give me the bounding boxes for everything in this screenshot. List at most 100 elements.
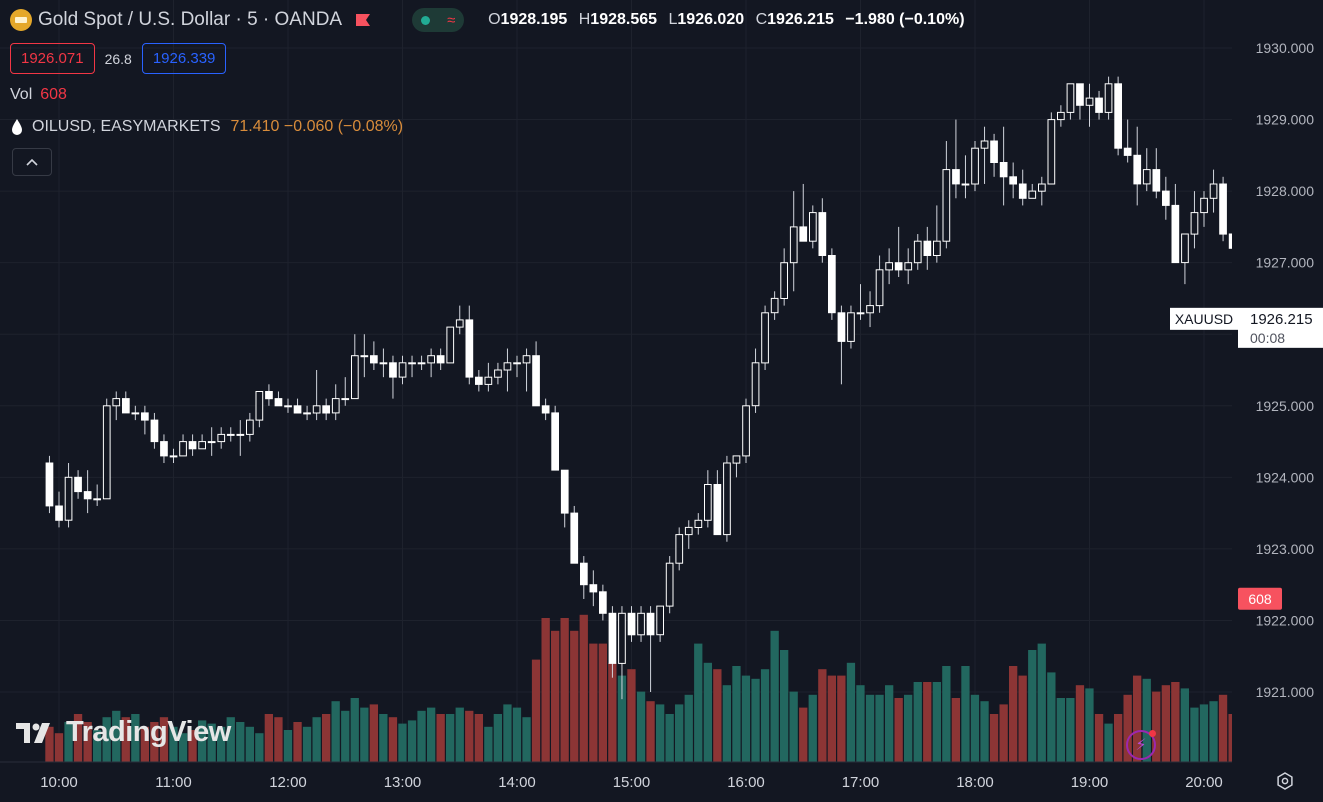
candle-body: [1028, 190, 1037, 199]
volume-bar: [541, 618, 550, 762]
wave-icon: ≈: [447, 11, 456, 29]
volume-bar: [1142, 678, 1151, 762]
volume-bar: [913, 682, 922, 762]
volume-bar: [255, 733, 264, 762]
volume-bar: [942, 666, 951, 762]
candle-body: [1009, 176, 1017, 185]
price-tick-label: 1929.000: [1256, 112, 1315, 128]
volume-bar: [131, 714, 140, 762]
volume-bar: [617, 675, 627, 762]
volume-bar: [760, 669, 770, 762]
time-tick-label: 11:00: [155, 774, 191, 791]
volume-bar: [1133, 675, 1142, 762]
candle-body: [971, 147, 979, 185]
oil-drop-icon: [12, 119, 22, 135]
time-tick-label: 17:00: [842, 774, 880, 791]
ohlc-values: O1928.195 H1928.565 L1926.020 C1926.215 …: [488, 11, 965, 28]
volume-bar: [970, 694, 980, 762]
time-axis[interactable]: 10:00 11:00 12:00 13:00 14:00 15:00 16:00 17:00…: [0, 761, 1232, 802]
candle-body: [465, 319, 474, 378]
compare-value: 71.410 −0.060 (−0.08%): [230, 118, 404, 135]
volume-bar: [1066, 698, 1075, 762]
quote-row: 1926.071 26.8 1926.339: [10, 43, 227, 74]
time-tick-label: 19:00: [1071, 774, 1109, 791]
volume-bar: [589, 643, 598, 762]
sell-button[interactable]: 1926.071: [10, 43, 95, 74]
volume-bar: [713, 669, 722, 762]
price-axis[interactable]: 1921.000 1922.000 1923.000 1924.000 1925.000…: [1232, 0, 1323, 802]
volume-bar: [93, 730, 102, 762]
lightning-icon[interactable]: ⚡: [1126, 730, 1156, 760]
volume-bar: [455, 707, 464, 762]
volume-legend[interactable]: Vol 608: [10, 86, 67, 104]
candle-body: [828, 255, 836, 314]
candle-body: [570, 512, 579, 564]
settings-icon[interactable]: [1276, 772, 1294, 790]
volume-bar: [665, 714, 674, 762]
time-tick-label: 12:00: [269, 774, 307, 791]
buy-button[interactable]: 1926.339: [141, 43, 227, 74]
candle-body: [961, 183, 970, 186]
volume-bar: [894, 698, 903, 762]
candle-body: [293, 405, 302, 414]
candle-body: [789, 226, 798, 264]
volume-bar: [198, 720, 207, 762]
time-tick-label: 18:00: [956, 774, 994, 791]
candle-body: [942, 169, 951, 242]
volume-bar: [54, 733, 64, 762]
candle-body: [1171, 204, 1180, 264]
flag-icon[interactable]: [354, 12, 372, 28]
volume-bar: [627, 669, 636, 762]
volume-bar: [741, 675, 751, 762]
symbol-tag: XAUUSD: [1175, 311, 1233, 327]
candle-body: [875, 269, 884, 307]
candle-body: [684, 526, 693, 536]
candle-body: [1047, 119, 1056, 185]
volume-bar: [1009, 666, 1018, 762]
change-value: −1.980 (−0.10%): [845, 11, 965, 28]
volume-bar: [350, 698, 359, 762]
volume-bar: [1085, 688, 1094, 762]
candle-body: [551, 412, 559, 471]
time-tick-label: 14:00: [498, 774, 536, 791]
volume-bar: [140, 726, 149, 762]
candle-body: [885, 262, 893, 271]
volume-bar: [427, 707, 436, 762]
volume-bar: [121, 717, 130, 762]
volume-bar: [226, 717, 235, 762]
volume-bar: [503, 704, 512, 762]
volume-bar: [1152, 691, 1161, 762]
candle-body: [646, 612, 655, 636]
volume-bar: [980, 701, 989, 762]
compare-legend[interactable]: OILUSD, EASYMARKETS 71.410 −0.060 (−0.08…: [10, 118, 403, 136]
candle-body: [160, 441, 168, 457]
volume-bar: [207, 723, 216, 762]
volume-bar: [951, 698, 960, 762]
candle-body: [360, 355, 369, 358]
volume-bar: [484, 726, 493, 762]
volume-bar: [989, 714, 999, 762]
candle-body: [284, 405, 292, 408]
price-tick-label: 1925.000: [1256, 398, 1315, 414]
symbol-legend[interactable]: Gold Spot / U.S. Dollar · 5 · OANDA ≈ O1…: [10, 6, 972, 34]
candle-body: [913, 240, 922, 264]
volume-bar: [636, 691, 646, 762]
price-tick-label: 1928.000: [1256, 183, 1315, 199]
volume-bar: [808, 694, 817, 762]
volume-bar: [83, 722, 92, 762]
tradingview-watermark[interactable]: TradingView: [14, 716, 231, 749]
last-price-tag: 1926.215: [1250, 311, 1313, 328]
gold-coin-icon: [10, 9, 32, 31]
volume-bar: [751, 678, 760, 762]
candlesticks: [45, 76, 1323, 700]
candle-body: [952, 169, 960, 185]
price-tick-label: 1924.000: [1256, 469, 1315, 485]
candle-body: [1142, 169, 1151, 185]
candle-body: [1200, 197, 1208, 214]
market-status-pill[interactable]: ≈: [412, 8, 465, 32]
candle-body: [732, 455, 741, 464]
candle-body: [141, 412, 149, 421]
collapse-legend-button[interactable]: [12, 148, 52, 176]
symbol-title[interactable]: Gold Spot / U.S. Dollar · 5 · OANDA: [38, 9, 343, 30]
